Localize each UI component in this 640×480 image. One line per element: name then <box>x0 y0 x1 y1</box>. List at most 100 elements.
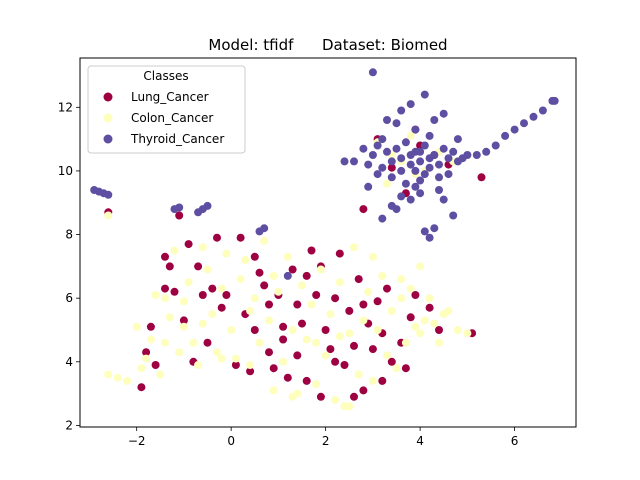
data-point <box>359 205 368 214</box>
data-point <box>123 376 132 385</box>
data-point <box>359 316 368 325</box>
data-point <box>449 147 458 156</box>
data-point <box>378 135 387 144</box>
data-point <box>439 144 448 153</box>
data-point <box>312 338 321 347</box>
data-point <box>255 268 264 277</box>
data-point <box>113 373 122 382</box>
data-point <box>250 326 259 334</box>
data-point <box>350 243 358 252</box>
data-point <box>222 291 231 299</box>
data-point <box>411 125 420 134</box>
data-point <box>416 262 425 271</box>
data-point <box>359 300 368 309</box>
data-point <box>293 351 302 360</box>
data-point <box>430 319 439 328</box>
data-point <box>368 376 377 385</box>
data-point <box>387 173 396 182</box>
data-point <box>406 284 415 293</box>
data-point <box>250 252 259 261</box>
data-point <box>288 392 297 401</box>
data-point <box>175 203 184 212</box>
data-point <box>246 367 255 376</box>
y-tick-label: 12 <box>58 100 73 114</box>
data-point <box>416 147 425 156</box>
data-point <box>345 306 354 315</box>
legend-label: Lung_Cancer <box>131 90 209 104</box>
data-point <box>383 351 391 360</box>
data-point <box>321 326 330 334</box>
legend-label: Colon_Cancer <box>131 111 213 125</box>
data-point <box>217 284 226 293</box>
data-point <box>538 106 547 115</box>
data-point <box>397 106 406 115</box>
data-point <box>279 357 288 366</box>
data-point <box>331 357 340 366</box>
data-point <box>213 233 221 242</box>
data-point <box>288 326 297 334</box>
data-point <box>137 364 146 373</box>
plot-frame <box>79 57 577 428</box>
data-point <box>104 190 113 199</box>
x-tick-label: 6 <box>511 434 519 448</box>
y-tick-label: 6 <box>65 291 73 305</box>
data-point <box>387 306 396 315</box>
data-point <box>435 186 443 194</box>
data-point <box>392 144 401 153</box>
data-point <box>439 109 448 118</box>
data-point <box>340 157 349 166</box>
data-point <box>269 271 278 280</box>
data-point <box>265 348 273 357</box>
data-point <box>354 370 363 379</box>
data-point <box>401 338 410 347</box>
data-point <box>194 262 203 271</box>
data-point <box>378 163 387 172</box>
data-point <box>373 170 382 179</box>
data-point <box>175 348 184 357</box>
data-point <box>406 100 415 109</box>
data-point <box>392 205 401 214</box>
data-point <box>510 125 519 134</box>
data-point <box>401 179 410 188</box>
data-point <box>213 348 221 357</box>
data-point <box>142 348 151 357</box>
data-point <box>269 364 278 373</box>
data-point <box>425 294 434 303</box>
data-point <box>401 138 410 147</box>
data-point <box>198 243 207 252</box>
data-point <box>491 141 500 150</box>
data-point <box>453 326 462 334</box>
data-point <box>435 338 443 347</box>
legend-label: Thyroid_Cancer <box>130 132 224 146</box>
data-point <box>179 316 188 325</box>
data-point <box>208 310 217 319</box>
data-point <box>453 135 462 144</box>
data-point <box>217 354 226 363</box>
data-point <box>425 131 434 140</box>
data-point <box>383 116 391 124</box>
data-point <box>378 214 387 223</box>
data-point <box>189 338 198 347</box>
data-point <box>246 306 255 315</box>
data-point <box>231 361 240 369</box>
data-point <box>477 173 486 182</box>
data-point <box>350 341 358 350</box>
data-point <box>165 313 174 322</box>
data-point <box>397 294 406 303</box>
data-point <box>425 163 434 172</box>
data-point <box>156 370 165 379</box>
data-point <box>364 287 373 296</box>
data-point <box>250 294 259 303</box>
data-point <box>198 319 207 328</box>
data-point <box>260 281 269 290</box>
data-point <box>406 195 415 204</box>
data-point <box>335 332 344 341</box>
data-point <box>364 160 373 169</box>
data-point <box>340 361 349 369</box>
data-point <box>435 160 443 169</box>
data-point <box>444 154 453 163</box>
data-point <box>392 364 401 373</box>
data-point <box>208 284 217 293</box>
data-point <box>420 90 429 99</box>
